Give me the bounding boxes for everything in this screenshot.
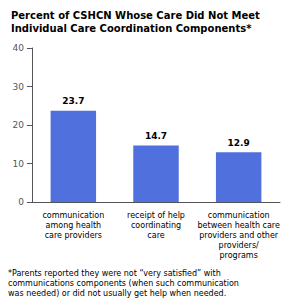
svg-text:receipt of help: receipt of help [127, 211, 185, 220]
svg-text:Percent of CSHCN Whose Care Di: Percent of CSHCN Whose Care Did Not Meet [11, 10, 260, 21]
svg-text:0: 0 [18, 197, 24, 207]
svg-text:between health care: between health care [197, 221, 279, 230]
svg-text:was needed) or did not usually: was needed) or did not usually get help … [8, 289, 226, 298]
svg-text:*Parents reported they were no: *Parents reported they were not “very sa… [8, 269, 221, 278]
svg-text:programs: programs [220, 251, 258, 260]
svg-text:20: 20 [13, 120, 25, 130]
svg-text:communications components (whe: communications components (when such com… [8, 279, 239, 288]
svg-text:10: 10 [13, 159, 25, 169]
svg-text:30: 30 [13, 82, 25, 92]
svg-text:care: care [147, 231, 164, 240]
svg-text:among health: among health [46, 221, 102, 230]
svg-text:communication: communication [208, 211, 270, 220]
svg-text:communication: communication [42, 211, 104, 220]
svg-text:14.7: 14.7 [145, 131, 167, 141]
svg-text:providers and other: providers and other [199, 231, 279, 240]
svg-text:coordinating: coordinating [131, 221, 181, 230]
svg-text:23.7: 23.7 [62, 96, 84, 106]
svg-text:Individual Care Coordination C: Individual Care Coordination Components* [11, 23, 252, 34]
svg-text:12.9: 12.9 [228, 138, 250, 148]
svg-text:40: 40 [13, 43, 25, 53]
svg-text:providers/: providers/ [219, 241, 259, 250]
svg-text:care providers: care providers [45, 231, 102, 240]
